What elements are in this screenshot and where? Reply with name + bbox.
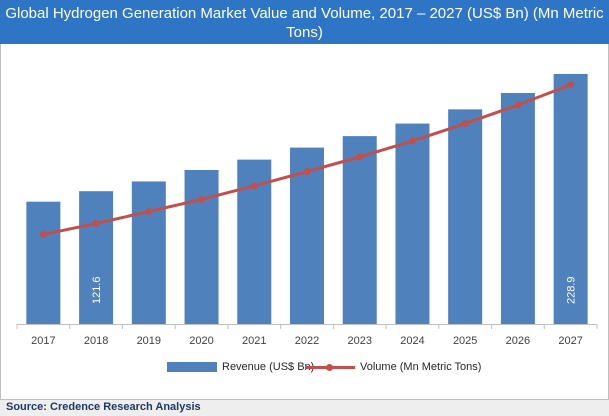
bar-2019	[131, 181, 166, 324]
volume-point-2023	[356, 153, 364, 161]
legend-marker-volume	[326, 364, 333, 371]
bar-2023	[342, 136, 377, 324]
volume-point-2022	[303, 168, 311, 176]
legend: Revenue (US$ Bn) Volume (Mn Metric Tons)	[0, 356, 609, 378]
x-tick-label-2025: 2025	[453, 335, 477, 347]
x-tick-label-2022: 2022	[295, 335, 319, 347]
volume-point-2027	[567, 81, 575, 89]
x-tick-label-2024: 2024	[400, 335, 424, 347]
x-tick-label-2026: 2026	[506, 335, 530, 347]
volume-point-2017	[39, 230, 47, 238]
bar-2024	[395, 123, 430, 324]
volume-point-2025	[461, 120, 469, 128]
x-tick-label-2023: 2023	[347, 335, 371, 347]
x-tick-label-2021: 2021	[242, 335, 266, 347]
x-tick-label-2018: 2018	[84, 335, 108, 347]
bar-2022	[290, 147, 324, 324]
legend-swatch-revenue	[167, 362, 217, 372]
volume-point-2020	[198, 195, 206, 203]
legend-label-revenue: Revenue (US$ Bn)	[222, 361, 315, 373]
x-tick-label-2017: 2017	[31, 335, 55, 347]
x-tick-label-2020: 2020	[189, 335, 213, 347]
title-banner: Global Hydrogen Generation Market Value …	[0, 0, 609, 44]
chart-svg: 2017 2018 2019 2020 2021 2022 2023 2024 2025 2026…	[16, 73, 598, 347]
volume-point-2024	[408, 137, 416, 145]
data-label-2027: 228.9	[566, 276, 578, 304]
data-label-2018: 121.6	[91, 276, 103, 304]
x-tick-label-2019: 2019	[137, 335, 161, 347]
volume-point-2026	[514, 101, 522, 109]
bar-2018	[79, 191, 114, 324]
bar-2020	[184, 169, 219, 324]
chart-title: Global Hydrogen Generation Market Value …	[5, 5, 604, 41]
bar-2017	[26, 201, 61, 324]
bar-2027	[553, 73, 588, 325]
volume-point-2018	[92, 220, 100, 228]
bar-2026	[500, 92, 535, 324]
source-bar: Source: Credence Research Analysis	[0, 399, 609, 416]
volume-point-2021	[250, 182, 258, 190]
x-tick-label-2027: 2027	[558, 335, 582, 347]
legend-label-volume: Volume (Mn Metric Tons)	[360, 361, 482, 373]
bar-2025	[448, 109, 483, 324]
volume-point-2019	[145, 207, 153, 215]
source-text: Source: Credence Research Analysis	[6, 401, 201, 413]
